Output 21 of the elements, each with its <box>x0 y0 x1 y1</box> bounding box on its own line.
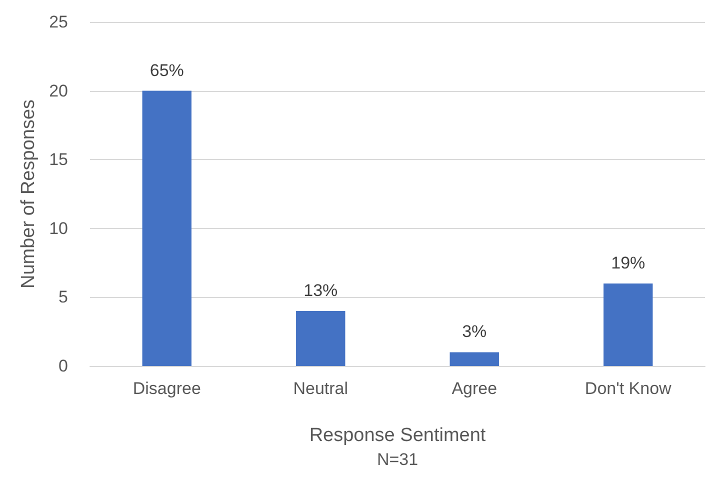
x-tick-label: Don't Know <box>584 379 672 398</box>
y-tick-label: 10 <box>49 218 68 238</box>
x-axis-title: Response Sentiment <box>309 425 486 446</box>
bar <box>450 352 499 366</box>
y-tick-label: 15 <box>49 150 68 170</box>
annotation: 19% <box>611 253 646 272</box>
y-tick-label: 25 <box>49 12 68 32</box>
x-tick-label: Neutral <box>293 379 348 398</box>
y-tick-label: 20 <box>49 81 68 100</box>
annotation: 3% <box>462 322 487 342</box>
annotation: 13% <box>304 280 338 300</box>
y-axis-title: Number of Responses <box>18 99 39 289</box>
y-tick-label: 0 <box>58 356 68 376</box>
bar <box>142 90 192 366</box>
bar <box>296 310 346 366</box>
y-tick-label: 5 <box>58 288 68 307</box>
x-tick-label: Agree <box>452 379 498 398</box>
text: N=31 <box>376 450 418 469</box>
annotation: 65% <box>150 60 184 80</box>
bar <box>604 283 653 366</box>
x-tick-label: Disagree <box>132 379 201 398</box>
